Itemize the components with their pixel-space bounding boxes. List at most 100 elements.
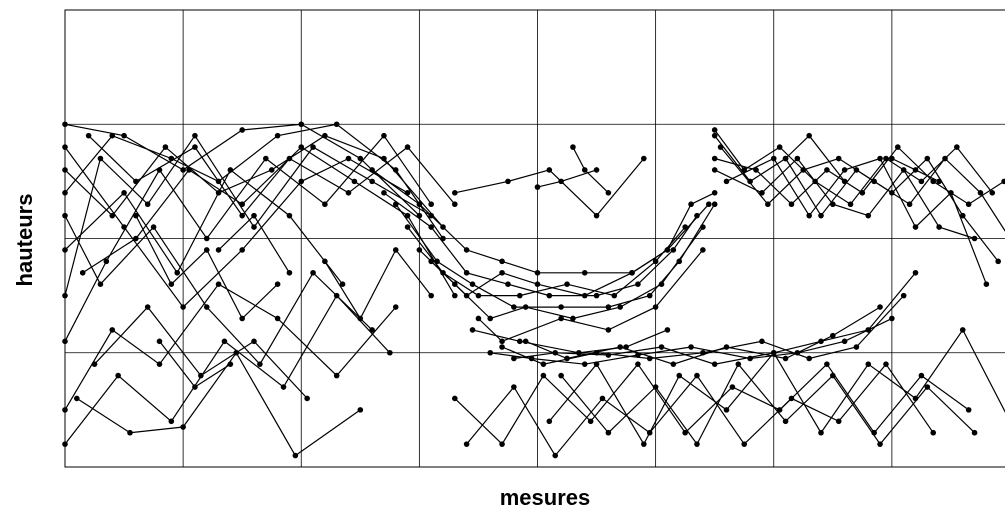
data-point xyxy=(304,395,310,402)
data-point xyxy=(646,292,653,299)
data-point xyxy=(983,281,990,288)
data-point xyxy=(835,155,842,162)
data-point xyxy=(203,247,210,253)
data-point xyxy=(274,281,281,288)
data-point xyxy=(930,178,937,185)
series-line-43 xyxy=(324,248,432,320)
data-point xyxy=(570,144,576,150)
data-point xyxy=(965,407,972,413)
data-point xyxy=(741,167,748,173)
data-point xyxy=(971,429,978,436)
data-point xyxy=(581,167,588,173)
data-point xyxy=(392,201,399,208)
data-point xyxy=(782,355,789,362)
data-point xyxy=(558,372,564,379)
data-point xyxy=(546,167,553,173)
data-point xyxy=(711,361,718,367)
data-point xyxy=(499,344,505,350)
data-point xyxy=(688,201,694,208)
series-line-44 xyxy=(135,215,279,320)
series-line-27 xyxy=(714,135,999,262)
data-point xyxy=(770,155,777,162)
data-point xyxy=(452,281,458,288)
data-point xyxy=(682,224,688,230)
series-line-15 xyxy=(383,192,698,297)
data-point xyxy=(824,167,830,173)
data-point xyxy=(475,292,482,299)
data-point xyxy=(392,167,399,173)
data-point xyxy=(109,327,116,333)
data-point xyxy=(635,352,641,358)
data-point xyxy=(499,338,505,345)
data-point xyxy=(617,344,623,350)
data-point xyxy=(452,190,458,196)
data-point xyxy=(694,441,700,447)
data-point xyxy=(428,292,434,299)
data-point xyxy=(776,144,783,150)
data-point xyxy=(109,212,116,219)
data-point xyxy=(641,155,647,162)
data-point xyxy=(676,258,683,265)
series-line-39 xyxy=(785,134,846,182)
data-point xyxy=(522,304,529,310)
data-point xyxy=(918,372,925,379)
data-point xyxy=(599,395,606,402)
data-point xyxy=(74,395,80,402)
data-point xyxy=(534,281,541,288)
data-point xyxy=(889,155,895,162)
data-point xyxy=(251,338,257,345)
data-point xyxy=(841,178,848,185)
data-point xyxy=(239,127,245,133)
data-point xyxy=(711,155,718,162)
data-point xyxy=(239,247,245,253)
data-point xyxy=(924,155,931,162)
data-point xyxy=(404,224,411,230)
data-point xyxy=(841,167,848,173)
data-point xyxy=(534,269,541,276)
data-point xyxy=(806,355,812,362)
data-point xyxy=(511,384,517,390)
data-point xyxy=(889,315,895,322)
data-point xyxy=(776,407,783,413)
data-point xyxy=(357,407,364,413)
data-point xyxy=(215,281,222,288)
data-point xyxy=(623,344,629,350)
data-point xyxy=(156,167,163,173)
data-point xyxy=(605,327,612,333)
data-point xyxy=(936,178,942,185)
data-point xyxy=(280,384,287,390)
data-point xyxy=(463,247,470,253)
data-point xyxy=(62,407,68,413)
data-point xyxy=(268,167,275,173)
data-point xyxy=(853,167,860,173)
series-line-31 xyxy=(726,157,987,285)
data-point xyxy=(664,327,671,333)
data-point xyxy=(215,190,222,196)
data-point xyxy=(62,167,68,173)
data-point xyxy=(900,292,907,299)
data-point xyxy=(221,338,228,345)
data-point xyxy=(558,178,564,185)
data-point xyxy=(298,178,305,185)
data-point xyxy=(440,224,446,230)
data-point xyxy=(664,247,671,253)
data-point xyxy=(452,395,458,402)
data-point xyxy=(830,332,836,339)
data-point xyxy=(989,190,996,196)
data-point xyxy=(322,132,328,139)
data-point xyxy=(759,338,765,345)
data-point xyxy=(469,327,476,333)
data-point xyxy=(180,304,186,310)
data-point xyxy=(499,441,505,447)
data-point xyxy=(263,155,269,162)
grid xyxy=(64,9,1005,468)
data-point xyxy=(233,349,240,356)
data-point xyxy=(900,167,907,173)
data-point xyxy=(658,281,665,288)
data-point xyxy=(475,315,482,322)
data-point xyxy=(404,144,411,150)
data-point xyxy=(62,190,68,196)
data-point xyxy=(274,132,281,139)
data-point xyxy=(800,167,807,173)
